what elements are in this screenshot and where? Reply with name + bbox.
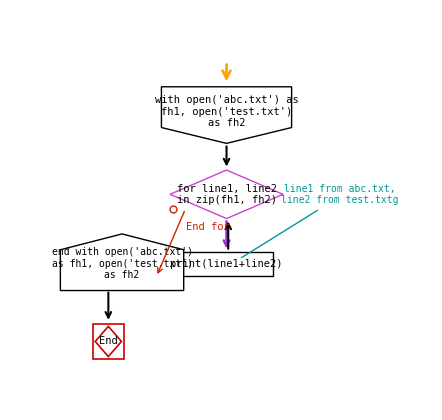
FancyBboxPatch shape [180,252,273,276]
Text: end with open('abc.txt')
as fh1, open('test.txt')
as fh2: end with open('abc.txt') as fh1, open('t… [52,247,193,281]
FancyBboxPatch shape [93,324,124,359]
Polygon shape [61,234,184,291]
Text: print(line1+line2): print(line1+line2) [170,259,283,269]
Polygon shape [170,170,283,218]
Text: End: End [99,336,118,346]
Text: with open('abc.txt') as
fh1, open('test.txt')
as fh2: with open('abc.txt') as fh1, open('test.… [155,95,298,129]
Polygon shape [95,326,122,357]
Text: End for: End for [186,222,229,232]
Text: for line1, line2
in zip(fh1, fh2): for line1, line2 in zip(fh1, fh2) [176,184,277,205]
Text: line1 from abc.txt,
line2 from test.txtg: line1 from abc.txt, line2 from test.txtg [281,184,398,205]
Polygon shape [161,87,292,143]
